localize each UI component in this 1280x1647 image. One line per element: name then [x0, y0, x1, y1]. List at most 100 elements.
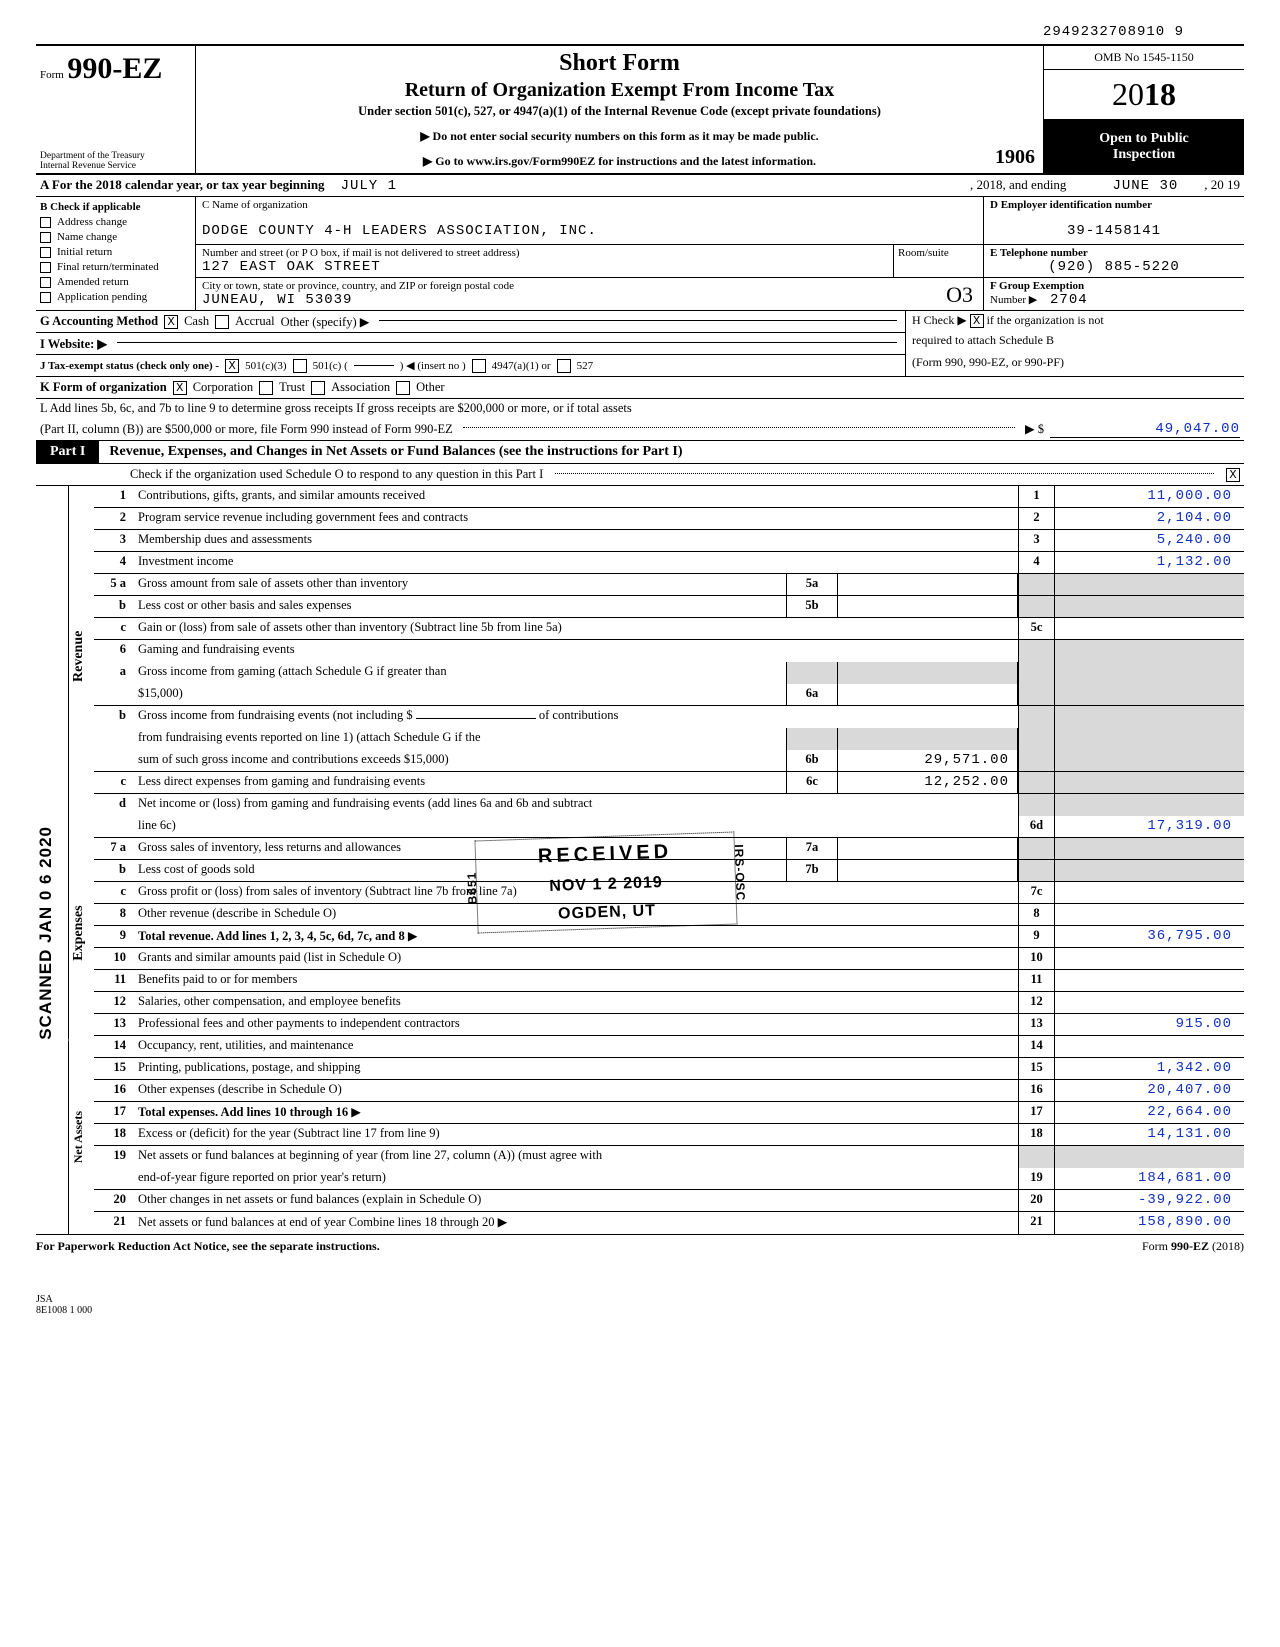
chk-amended[interactable] [40, 277, 51, 288]
chk-schedule-o[interactable]: X [1226, 468, 1240, 482]
lbl-other-method: Other (specify) ▶ [281, 314, 370, 330]
website-line[interactable] [117, 342, 897, 343]
c-label-name: C Name of organization [202, 199, 977, 211]
ln13-rv: 915.00 [1054, 1014, 1244, 1035]
ln9-rv: 36,795.00 [1054, 926, 1244, 947]
ln6a-rv-shade [1054, 662, 1244, 684]
ln21-desc: Net assets or fund balances at end of ye… [130, 1212, 1018, 1234]
chk-name-change[interactable] [40, 232, 51, 243]
ln6c-rv-sh [1054, 772, 1244, 793]
ln16-rv: 20,407.00 [1054, 1080, 1244, 1101]
chk-initial-return[interactable] [40, 247, 51, 258]
ln19-rv-sh [1054, 1146, 1244, 1168]
ln3-rv: 5,240.00 [1054, 530, 1244, 551]
ln6b-mv-sh [838, 728, 1018, 750]
ln4-rv: 1,132.00 [1054, 552, 1244, 573]
h-label-b: if the organization is not [987, 313, 1104, 327]
omb-number: OMB No 1545-1150 [1044, 46, 1244, 70]
lbl-4947: 4947(a)(1) or [492, 360, 551, 372]
lbl-corp: Corporation [193, 380, 253, 395]
ln6a-mb: 6a [786, 684, 838, 705]
ln5a-num: 5 a [94, 574, 130, 595]
lbl-501c-b: ) ◀ (insert no ) [400, 359, 466, 372]
part-i-grid: Revenue SCANNED JAN 0 6 2020 Expenses Ne… [36, 486, 1244, 1234]
ln14-rn: 14 [1018, 1036, 1054, 1057]
row-l2: (Part II, column (B)) are $500,000 or mo… [36, 418, 1244, 440]
chk-cash[interactable]: X [164, 315, 178, 329]
footer-left: For Paperwork Reduction Act Notice, see … [36, 1239, 380, 1254]
lbl-cash: Cash [184, 314, 209, 329]
ln7c-num: c [94, 882, 130, 903]
h-box-3: (Form 990, 990-EZ, or 990-PF) [906, 355, 1244, 377]
row-jh: J Tax-exempt status (check only one) - X… [36, 355, 1244, 377]
lbl-name-change: Name change [57, 231, 117, 243]
ln18-desc: Excess or (deficit) for the year (Subtra… [130, 1124, 1018, 1145]
line-6a-2: $15,000) 6a [94, 684, 1244, 706]
chk-4947[interactable] [472, 359, 486, 373]
chk-trust[interactable] [259, 381, 273, 395]
ln6d-num: d [94, 794, 130, 816]
ln8-num: 8 [94, 904, 130, 925]
line-17: 17 Total expenses. Add lines 10 through … [94, 1102, 1244, 1124]
org-name: DODGE COUNTY 4-H LEADERS ASSOCIATION, IN… [202, 223, 977, 239]
line-18: 18 Excess or (deficit) for the year (Sub… [94, 1124, 1244, 1146]
line-5c: c Gain or (loss) from sale of assets oth… [94, 618, 1244, 640]
501c-insert[interactable] [354, 365, 394, 366]
ein-value: 39-1458141 [990, 223, 1238, 239]
ln2-rn: 2 [1018, 508, 1054, 529]
jsa-block: JSA 8E1008 1 000 [36, 1294, 1244, 1316]
ln6b-rv-sh1 [1054, 706, 1244, 728]
ln15-desc: Printing, publications, postage, and shi… [130, 1058, 1018, 1079]
chk-501c3[interactable]: X [225, 359, 239, 373]
chk-accrual[interactable] [215, 315, 229, 329]
ln5b-mv [838, 596, 1018, 617]
chk-app-pending[interactable] [40, 292, 51, 303]
chk-corp[interactable]: X [173, 381, 187, 395]
scanned-date-stamp: SCANNED JAN 0 6 2020 [36, 826, 68, 1040]
ln14-desc: Occupancy, rent, utilities, and maintena… [130, 1036, 1018, 1057]
chk-address-change[interactable] [40, 217, 51, 228]
ln14-rv [1054, 1036, 1244, 1057]
form-number: 990-EZ [67, 52, 162, 85]
ln6c-mv: 12,252.00 [838, 772, 1018, 793]
ln7c-rv [1054, 882, 1244, 903]
ln21-num: 21 [94, 1212, 130, 1234]
chk-501c[interactable] [293, 359, 307, 373]
i-label: I Website: ▶ [40, 336, 107, 352]
ln6-rv-shade [1054, 640, 1244, 662]
ln4-num: 4 [94, 552, 130, 573]
header-center: Short Form Return of Organization Exempt… [196, 46, 1044, 173]
ln7b-mv [838, 860, 1018, 881]
ln3-num: 3 [94, 530, 130, 551]
h-box: H Check ▶ X if the organization is not [906, 311, 1244, 333]
row-a-tax-year: A For the 2018 calendar year, or tax yea… [36, 175, 1244, 197]
chk-h-schedule-b[interactable]: X [970, 314, 984, 328]
line-3: 3 Membership dues and assessments 3 5,24… [94, 530, 1244, 552]
ln5a-desc: Gross amount from sale of assets other t… [130, 574, 786, 595]
chk-527[interactable] [557, 359, 571, 373]
line-6b-2: from fundraising events reported on line… [94, 728, 1244, 750]
line-4: 4 Investment income 4 1,132.00 [94, 552, 1244, 574]
ln20-num: 20 [94, 1190, 130, 1211]
ln13-rn: 13 [1018, 1014, 1054, 1035]
ln17-rv: 22,664.00 [1054, 1102, 1244, 1123]
chk-other-org[interactable] [396, 381, 410, 395]
ln7b-num: b [94, 860, 130, 881]
chk-assoc[interactable] [311, 381, 325, 395]
lbl-other-org: Other [416, 380, 444, 395]
form-prefix: Form [40, 69, 64, 81]
ln6-desc: Gaming and fundraising events [130, 640, 1018, 662]
jsa-line2: 8E1008 1 000 [36, 1305, 1244, 1316]
c-label-city: City or town, state or province, country… [202, 280, 977, 292]
stamp-ogden-text: OGDEN, UT [482, 900, 732, 927]
line-20: 20 Other changes in net assets or fund b… [94, 1190, 1244, 1212]
chk-final-return[interactable] [40, 262, 51, 273]
ln20-desc: Other changes in net assets or fund bala… [130, 1190, 1018, 1211]
ln6c-rn-sh [1018, 772, 1054, 793]
lbl-assoc: Association [331, 380, 390, 395]
row-gh: G Accounting Method X Cash Accrual Other… [36, 311, 1244, 333]
section-bcdef: B Check if applicable Address change Nam… [36, 197, 1244, 311]
instr-url-text: ▶ Go to www.irs.gov/Form990EZ for instru… [423, 154, 816, 168]
jsa-line1: JSA [36, 1294, 1244, 1305]
footer-right: Form 990-EZ (2018) [1142, 1239, 1244, 1254]
